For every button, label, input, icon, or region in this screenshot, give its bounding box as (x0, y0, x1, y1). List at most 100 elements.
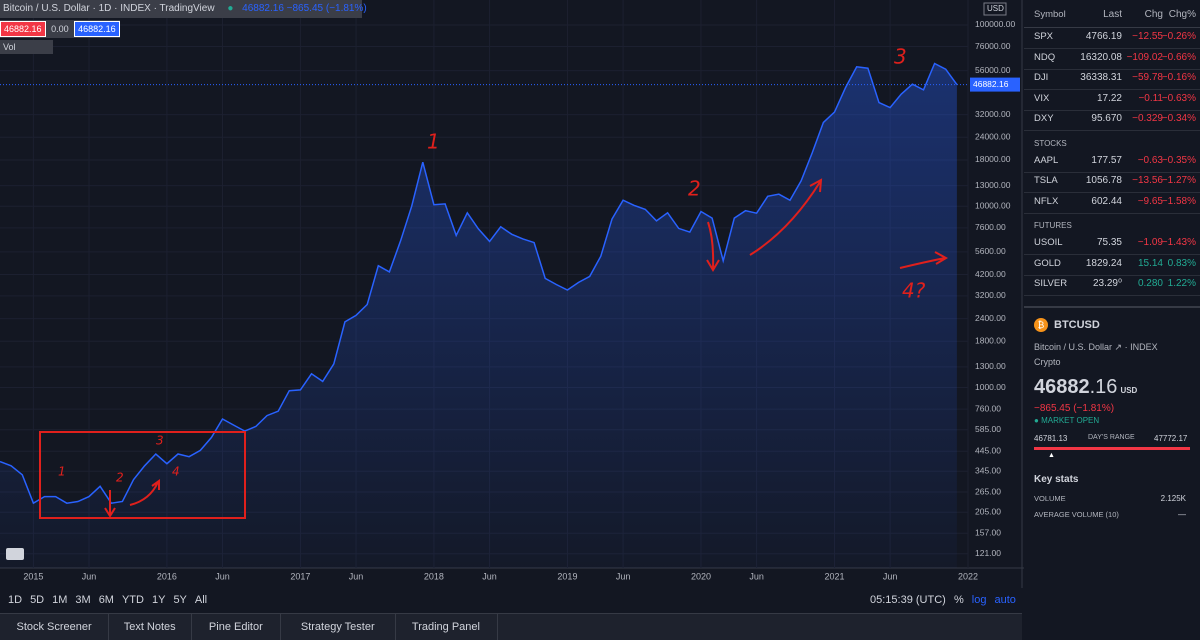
symbol: SILVER (1034, 278, 1068, 289)
range-button[interactable]: 3M (75, 594, 91, 606)
row-divider (1024, 89, 1200, 90)
price-main: 46882 (1034, 376, 1090, 398)
ask[interactable]: 46882.16 (74, 21, 120, 37)
x-tick-label: 2022 (958, 571, 978, 581)
x-tick-label: 2016 (157, 571, 177, 581)
bid-ask: 46882.16 0.00 46882.16 (0, 20, 120, 38)
stat-label: VOLUME (1034, 494, 1066, 503)
x-tick-label: 2019 (557, 571, 577, 581)
y-tick-label: 265.00 (975, 486, 1001, 496)
range-button[interactable]: 5Y (173, 594, 187, 606)
tab[interactable]: Stock Screener (0, 614, 110, 640)
quote-cell: −0.11 (1138, 92, 1163, 104)
last-price-label: 46882.16 (973, 79, 1009, 89)
x-tick-label: Jun (482, 571, 497, 581)
key-stats: Key stats (1034, 474, 1079, 485)
detail-change: −865.45 (−1.81%) (1034, 403, 1115, 414)
y-tick-label: 24000.00 (975, 132, 1011, 142)
spread: 0.00 (51, 24, 69, 34)
scale-option[interactable]: log (971, 594, 987, 606)
quote-cell: −1.09 (1137, 237, 1163, 248)
divider (0, 613, 1022, 614)
scale-option[interactable]: % (954, 594, 964, 606)
quote-cell: 75.35 (1096, 237, 1122, 248)
symbol: VIX (1034, 92, 1050, 104)
row-divider (1024, 68, 1200, 70)
detail-name: Bitcoin / U.S. Dollar ↗ · INDEX (1034, 342, 1158, 352)
symbol: TSLA (1034, 175, 1058, 186)
annotation-box (39, 431, 246, 519)
volume-legend: Vol (0, 40, 53, 54)
y-tick-label: 345.00 (975, 466, 1001, 476)
quote-cell: 1829.24 (1085, 257, 1122, 269)
range-button[interactable]: YTD (121, 594, 144, 606)
y-tick-label: 3200.00 (975, 290, 1006, 300)
quote-cell: −0.16% (1161, 72, 1196, 83)
tab[interactable]: Text Notes (108, 614, 193, 640)
area-fill (0, 63, 957, 568)
symbol: GOLD (1034, 257, 1061, 269)
quote-cell: −9.65 (1137, 195, 1163, 207)
row-divider (1024, 171, 1200, 173)
range-button[interactable]: All (194, 594, 208, 606)
x-tick-label: 2021 (824, 571, 844, 581)
tab[interactable]: Pine Editor (191, 614, 282, 640)
column-header: Symbol (1034, 9, 1066, 20)
quote-cell: 0.83% (1167, 257, 1196, 269)
symbol-title: Bitcoin / U.S. Dollar · 1D · INDEX · Tra… (3, 3, 215, 14)
annotation: 2 (116, 471, 124, 485)
tab[interactable]: Strategy Tester (281, 614, 396, 640)
quote-cell: −0.34% (1161, 113, 1196, 124)
row-divider (1024, 109, 1200, 111)
y-tick-label: 56000.00 (975, 65, 1011, 75)
bid[interactable]: 46882.16 (0, 21, 46, 37)
y-tick-label: 445.00 (975, 446, 1001, 456)
quote-cell: 4766.19 (1085, 31, 1122, 42)
quote-cell: 0.280 (1137, 278, 1163, 289)
range-button[interactable]: 1D (8, 594, 23, 606)
range-bar: 1D 5D 1M 3M 6M YTD 1Y 5Y All (8, 594, 215, 606)
range-label: DAY'S RANGE (1088, 434, 1135, 441)
watchlist: Symbol Last Chg Chg% SPX 4766.19 −12.55 −0.26% N… (1024, 0, 1200, 306)
price-tail: .16 (1089, 376, 1118, 398)
row-divider (1024, 192, 1200, 193)
range-button[interactable]: 6M (98, 594, 114, 606)
annotation: 1 (427, 130, 440, 154)
annotation: 1 (58, 465, 66, 479)
clock: 05:15:39 (UTC) (870, 594, 946, 606)
symbol: DJI (1034, 72, 1049, 83)
quote-cell: 602.44 (1091, 195, 1122, 207)
x-tick-label: Jun (82, 571, 97, 581)
quote-cell: −13.56 (1132, 175, 1163, 186)
column-header: Last (1103, 9, 1122, 20)
x-tick-label: Jun (616, 571, 631, 581)
tab[interactable]: Trading Panel (395, 614, 498, 640)
chart: 1 2 3 4? 1 2 3 4 121.00 157.00 205.00 265.0… (0, 0, 1024, 588)
y-tick-label: 205.00 (975, 507, 1001, 517)
symbol: AAPL (1034, 154, 1059, 166)
y-tick-label: 100000.00 (975, 19, 1015, 29)
scale-option[interactable]: auto (994, 594, 1016, 606)
quote-cell: 23.29⁰ (1092, 278, 1122, 289)
quote-cell: −0.66% (1161, 51, 1196, 63)
y-tick-label: 2400.00 (975, 313, 1006, 323)
status-dot: ● (227, 3, 234, 14)
range-button[interactable]: 1M (52, 594, 68, 606)
annotation-arrows (104, 178, 949, 518)
range-high: 47772.17 (1154, 434, 1188, 443)
y-tick-label: 1300.00 (975, 361, 1006, 371)
detail-category: Crypto (1034, 357, 1061, 367)
quote-cell: 16320.08 (1080, 51, 1122, 63)
y-tick-label: 13000.00 (975, 180, 1011, 190)
range-button[interactable]: 5D (30, 594, 45, 606)
y-tick-label: 76000.00 (975, 41, 1011, 51)
quote-cell: −59.78 (1132, 72, 1163, 83)
quote-cell: −1.43% (1161, 237, 1196, 248)
price-axis (968, 0, 1024, 588)
legend-bar: Bitcoin / U.S. Dollar · 1D · INDEX · Tra… (0, 0, 367, 18)
y-tick-label: 18000.00 (975, 154, 1011, 164)
status: MARKET OPEN (1041, 416, 1100, 425)
range-button[interactable]: 1Y (151, 594, 166, 606)
divider (1024, 306, 1200, 308)
annotation: 4? (902, 279, 926, 303)
